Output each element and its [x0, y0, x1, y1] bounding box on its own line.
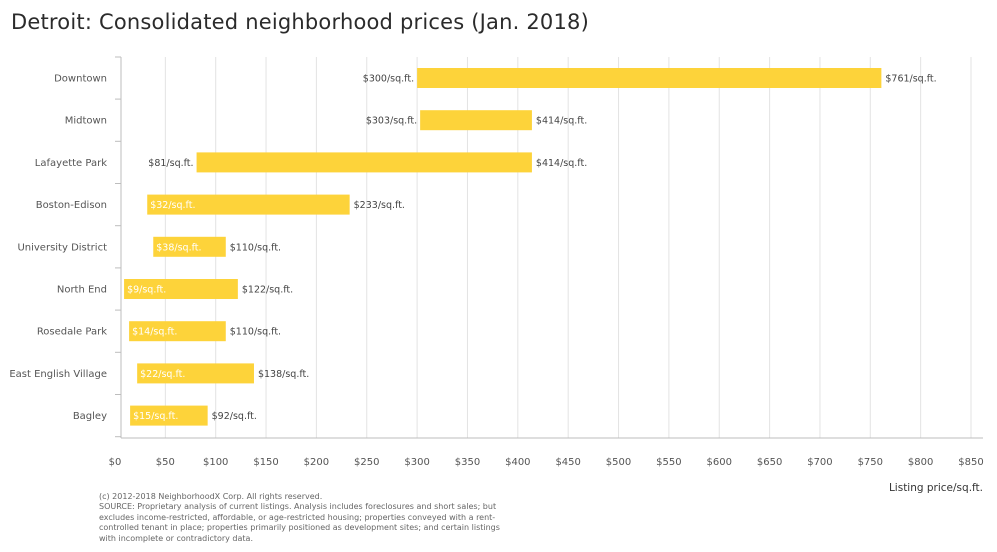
x-axis-label: Listing price/sq.ft.: [888, 482, 983, 494]
category-label: Rosedale Park: [37, 327, 107, 338]
copyright-note: (c) 2012-2018 NeighborhoodX Corp. All ri…: [99, 492, 323, 501]
max-price-label: $414/sq.ft.: [536, 158, 587, 169]
x-tick-label: $500: [606, 457, 631, 468]
price-range-bar: [153, 236, 226, 257]
x-tick-label: $250: [354, 457, 379, 468]
category-label: University District: [17, 242, 107, 253]
min-price-label: $14/sq.ft.: [132, 327, 177, 338]
min-price-label: $22/sq.ft.: [140, 369, 185, 380]
min-price-label: $300/sq.ft.: [363, 74, 414, 85]
price-range-bar: [129, 321, 226, 342]
price-range-bar: [137, 363, 254, 384]
x-tick-label: $450: [555, 457, 580, 468]
x-tick-label: $150: [253, 457, 278, 468]
source-line: excludes income-restricted, affordable, …: [99, 512, 496, 522]
max-price-label: $110/sq.ft.: [230, 327, 281, 338]
category-label: Midtown: [65, 116, 107, 127]
chart-title: Detroit: Consolidated neighborhood price…: [11, 10, 589, 34]
x-tick-label: $800: [908, 457, 933, 468]
price-range-bar: [417, 68, 882, 88]
x-tick-label: $650: [757, 457, 782, 468]
x-tick-label: $50: [156, 457, 175, 468]
category-label: Bagley: [73, 411, 107, 422]
min-price-label: $81/sq.ft.: [148, 158, 193, 169]
max-price-label: $138/sq.ft.: [258, 369, 309, 380]
price-range-bar: [147, 194, 350, 215]
max-price-label: $414/sq.ft.: [536, 116, 587, 127]
category-label: North End: [57, 285, 107, 296]
category-label: Downtown: [54, 74, 107, 85]
x-tick-label: $300: [404, 457, 429, 468]
max-price-label: $92/sq.ft.: [212, 411, 257, 422]
footer-notes: (c) 2012-2018 NeighborhoodX Corp. All ri…: [99, 492, 509, 544]
price-range-bar: [196, 152, 532, 173]
min-price-label: $32/sq.ft.: [150, 200, 195, 211]
category-label: Lafayette Park: [35, 158, 107, 169]
min-price-label: $38/sq.ft.: [156, 242, 201, 253]
price-range-bar: [420, 110, 532, 131]
x-tick-label: $850: [958, 457, 983, 468]
x-tick-label: $750: [858, 457, 883, 468]
price-range-bar: [124, 279, 238, 299]
x-tick-label: $700: [807, 457, 832, 468]
x-tick-label: $200: [304, 457, 329, 468]
max-price-label: $122/sq.ft.: [242, 285, 293, 296]
category-label: East English Village: [9, 369, 107, 380]
max-price-label: $110/sq.ft.: [230, 242, 281, 253]
max-price-label: $233/sq.ft.: [354, 200, 405, 211]
x-tick-label: $600: [707, 457, 732, 468]
x-tick-label: $400: [505, 457, 530, 468]
min-price-label: $15/sq.ft.: [133, 411, 178, 422]
x-tick-label: $550: [656, 457, 681, 468]
x-tick-label: $350: [455, 457, 480, 468]
min-price-label: $303/sq.ft.: [366, 116, 417, 127]
price-range-bar: [130, 405, 208, 426]
source-line: with incomplete or contradictory data.: [99, 533, 253, 543]
max-price-label: $761/sq.ft.: [885, 74, 936, 85]
x-tick-label: $0: [109, 457, 122, 468]
x-tick-label: $100: [203, 457, 228, 468]
min-price-label: $9/sq.ft.: [127, 285, 166, 296]
source-line: SOURCE: Proprietary analysis of current …: [99, 502, 497, 512]
category-label: Boston-Edison: [36, 200, 107, 211]
source-line: controlled tenant in place; properties p…: [99, 523, 500, 533]
